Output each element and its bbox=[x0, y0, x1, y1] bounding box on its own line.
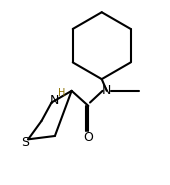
Text: H: H bbox=[58, 88, 66, 98]
Text: N: N bbox=[49, 94, 59, 107]
Text: S: S bbox=[21, 136, 29, 149]
Text: N: N bbox=[102, 84, 111, 97]
Text: O: O bbox=[83, 131, 93, 144]
